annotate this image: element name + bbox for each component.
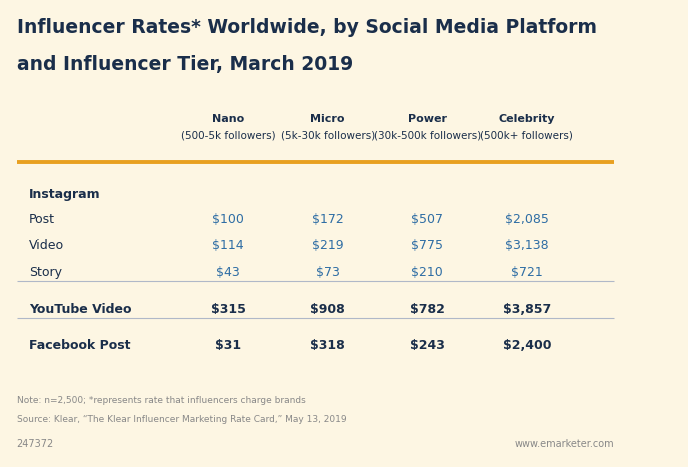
Text: Facebook Post: Facebook Post	[29, 339, 131, 352]
Text: Micro: Micro	[310, 114, 345, 124]
Text: (500k+ followers): (500k+ followers)	[480, 130, 573, 140]
Text: $315: $315	[211, 303, 246, 316]
Text: Instagram: Instagram	[29, 188, 100, 201]
Text: $2,085: $2,085	[505, 213, 549, 226]
Text: $243: $243	[410, 339, 444, 352]
Text: $100: $100	[212, 213, 244, 226]
Text: Celebrity: Celebrity	[499, 114, 555, 124]
Text: $172: $172	[312, 213, 343, 226]
Text: $31: $31	[215, 339, 241, 352]
Text: Post: Post	[29, 213, 55, 226]
Text: $3,857: $3,857	[503, 303, 551, 316]
Text: Nano: Nano	[212, 114, 244, 124]
Text: Note: n=2,500; *represents rate that influencers charge brands: Note: n=2,500; *represents rate that inf…	[17, 396, 305, 405]
Text: Video: Video	[29, 240, 64, 253]
Text: $908: $908	[310, 303, 345, 316]
Text: www.emarketer.com: www.emarketer.com	[515, 439, 614, 449]
Text: $782: $782	[410, 303, 444, 316]
Text: $73: $73	[316, 266, 340, 279]
Text: (5k-30k followers): (5k-30k followers)	[281, 130, 375, 140]
Text: $43: $43	[216, 266, 240, 279]
Text: $775: $775	[411, 240, 443, 253]
Text: $318: $318	[310, 339, 345, 352]
Text: $721: $721	[511, 266, 543, 279]
Text: and Influencer Tier, March 2019: and Influencer Tier, March 2019	[17, 55, 353, 74]
Text: Power: Power	[408, 114, 447, 124]
Text: $507: $507	[411, 213, 443, 226]
Text: (500-5k followers): (500-5k followers)	[181, 130, 275, 140]
Text: 247372: 247372	[17, 439, 54, 449]
Text: Influencer Rates* Worldwide, by Social Media Platform: Influencer Rates* Worldwide, by Social M…	[17, 18, 596, 37]
Text: $2,400: $2,400	[502, 339, 551, 352]
Text: YouTube Video: YouTube Video	[29, 303, 131, 316]
Text: $3,138: $3,138	[505, 240, 548, 253]
Text: $114: $114	[213, 240, 244, 253]
Text: Source: Klear, “The Klear Influencer Marketing Rate Card,” May 13, 2019: Source: Klear, “The Klear Influencer Mar…	[17, 415, 346, 424]
Text: $219: $219	[312, 240, 343, 253]
Text: $210: $210	[411, 266, 443, 279]
Text: (30k-500k followers): (30k-500k followers)	[374, 130, 481, 140]
Text: Story: Story	[29, 266, 62, 279]
